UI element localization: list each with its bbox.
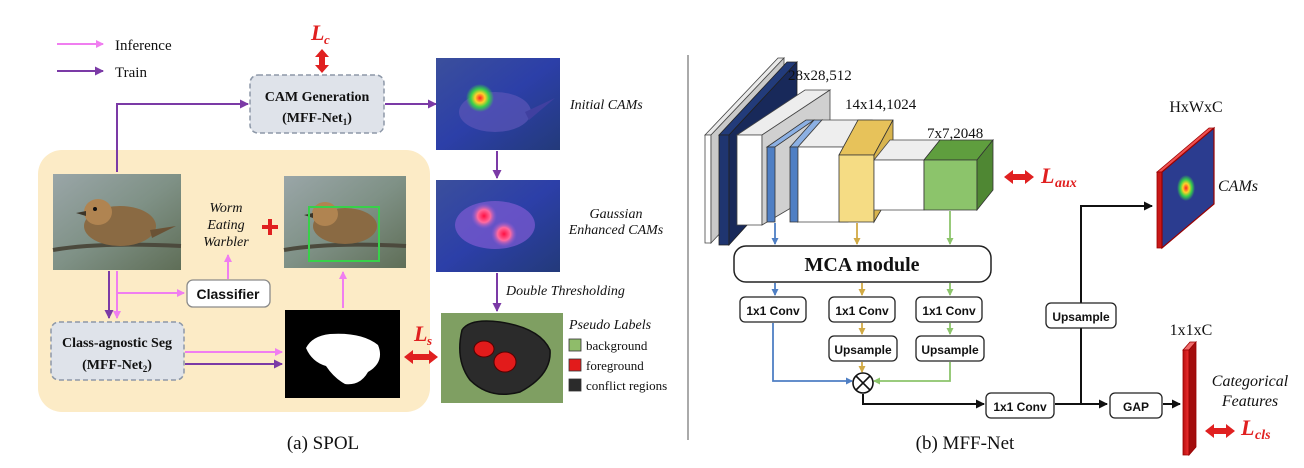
- gaussian-cams-image: [436, 180, 560, 272]
- dim-label-2: 14x14,1024: [845, 97, 917, 113]
- arrow-multiply-to-final-conv: [862, 394, 985, 409]
- svg-text:Warbler: Warbler: [203, 235, 249, 250]
- gaussian-line1: Gaussian: [590, 207, 643, 222]
- arrow-to-cams: [1080, 201, 1153, 404]
- class-name-label: Worm Eating Warbler: [203, 201, 249, 250]
- legend-swatch-foreground: [568, 358, 582, 372]
- one-c-label: 1x1xC: [1170, 322, 1213, 339]
- conv-box-final: 1x1 Conv: [985, 392, 1055, 419]
- class-agnostic-seg-box: Class-agnostic Seg (MFF-Net2): [50, 321, 185, 381]
- backbone-blocks: [704, 56, 994, 247]
- classifier-box: Classifier: [186, 279, 271, 308]
- legend-conflict-label: conflict regions: [586, 378, 667, 393]
- dim-label-1: 28x28,512: [788, 68, 852, 84]
- arrow-conv1-to-multiply: [772, 323, 853, 385]
- categorical-line2: Features: [1221, 393, 1278, 410]
- loss-aux-sub: aux: [1055, 176, 1077, 191]
- mca-module-label: MCA module: [805, 254, 920, 276]
- hwc-label: HxWxC: [1169, 99, 1222, 116]
- svg-text:GAP: GAP: [1123, 400, 1149, 414]
- svg-text:1x1 Conv: 1x1 Conv: [993, 400, 1047, 414]
- loss-aux-symbol: L: [1040, 163, 1054, 188]
- loss-c: L c: [310, 20, 330, 73]
- arrow-input-to-cam-generation: [116, 99, 249, 172]
- conv-box-3: 1x1 Conv: [915, 296, 983, 323]
- cams-label: CAMs: [1218, 178, 1258, 195]
- upsample-box-3: Upsample: [1045, 302, 1117, 329]
- classifier-label: Classifier: [196, 286, 260, 302]
- svg-text:Eating: Eating: [206, 218, 244, 233]
- plus-icon: [262, 219, 278, 235]
- legend: Inference Train: [57, 38, 172, 81]
- cams-output-volume: [1155, 126, 1216, 250]
- initial-cams-image: [436, 58, 560, 150]
- loss-s-arrow: [404, 350, 438, 364]
- arrow-upsample2-to-multiply: [873, 362, 951, 385]
- class-agnostic-line2: (MFF-Net2): [82, 358, 152, 374]
- mca-module-box: MCA module: [733, 245, 992, 283]
- mff-caption: (b) MFF-Net: [916, 433, 1015, 454]
- legend-train-label: Train: [115, 65, 147, 81]
- segmentation-mask-image: [285, 310, 400, 398]
- loss-s-sub: s: [426, 333, 432, 348]
- initial-cams-label: Initial CAMs: [569, 98, 643, 113]
- double-thresholding-label: Double Thresholding: [505, 284, 625, 299]
- loss-c-symbol: L: [310, 20, 324, 45]
- loss-cls-sub: cls: [1255, 428, 1271, 443]
- legend-swatch-background: [568, 338, 582, 352]
- loss-aux: L aux: [1004, 163, 1077, 191]
- gap-box: GAP: [1109, 392, 1163, 419]
- loss-cls-arrow: [1205, 424, 1235, 438]
- multiply-icon: [852, 372, 874, 394]
- legend-swatch-conflict: [568, 378, 582, 392]
- svg-text:Worm: Worm: [210, 201, 243, 216]
- input-bird-image: [52, 174, 182, 270]
- legend-background-label: background: [586, 338, 648, 353]
- dim-label-3: 7x7,2048: [927, 126, 983, 142]
- svg-text:Upsample: Upsample: [921, 343, 979, 357]
- loss-cls: L cls: [1205, 415, 1271, 443]
- cam-generation-line2: (MFF-Net1): [282, 111, 352, 127]
- loss-cls-symbol: L: [1240, 415, 1254, 440]
- svg-text:1x1 Conv: 1x1 Conv: [746, 304, 800, 318]
- upsample-box-2: Upsample: [915, 335, 985, 362]
- svg-text:Upsample: Upsample: [1052, 310, 1110, 324]
- conv-box-1: 1x1 Conv: [739, 296, 807, 323]
- categorical-line1: Categorical: [1212, 373, 1289, 390]
- pseudo-labels-title: Pseudo Labels: [568, 318, 652, 333]
- loss-c-sub: c: [324, 32, 330, 47]
- loss-aux-arrow: [1004, 170, 1034, 184]
- loss-s: L s: [404, 321, 438, 364]
- loss-c-arrow: [315, 49, 329, 73]
- svg-text:1x1 Conv: 1x1 Conv: [922, 304, 976, 318]
- upsample-box-1: Upsample: [828, 335, 898, 362]
- legend-foreground-label: foreground: [586, 358, 644, 373]
- conv-box-2: 1x1 Conv: [828, 296, 896, 323]
- svg-text:1x1 Conv: 1x1 Conv: [835, 304, 889, 318]
- cam-generation-line1: CAM Generation: [265, 90, 370, 105]
- svg-text:Upsample: Upsample: [834, 343, 892, 357]
- cam-generation-box: CAM Generation (MFF-Net1): [249, 74, 385, 134]
- pseudo-labels-image: [441, 313, 563, 403]
- legend-inference-label: Inference: [115, 38, 172, 54]
- pseudo-labels-legend: background foreground conflict regions: [568, 338, 667, 393]
- spol-caption: (a) SPOL: [287, 433, 359, 454]
- class-agnostic-line1: Class-agnostic Seg: [62, 336, 172, 351]
- localized-bird-image: [283, 176, 407, 268]
- gaussian-line2: Enhanced CAMs: [568, 223, 664, 238]
- loss-s-symbol: L: [413, 321, 427, 346]
- categorical-features-volume: [1182, 340, 1197, 457]
